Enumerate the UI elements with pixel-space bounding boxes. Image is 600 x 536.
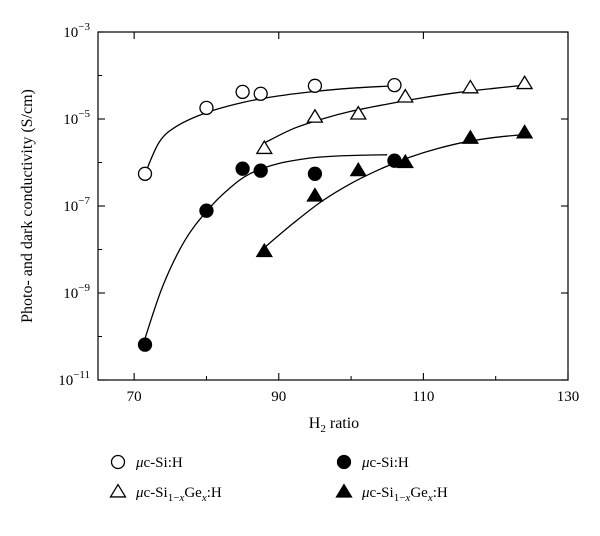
data-point-filled-circle-3 [253, 163, 268, 178]
data-point-open-triangle-4 [461, 79, 480, 94]
data-point-open-circle-2 [235, 84, 250, 100]
legend-label-open-triangle: μc-Si1−xGex:H [135, 485, 222, 504]
data-point-open-circle-3 [253, 86, 268, 101]
legend-label-filled-triangle: μc-Si1−xGex:H [361, 485, 448, 504]
legend-marker-open-circle [110, 454, 126, 470]
legend-label-filled-circle: μc-Si:H [361, 455, 409, 471]
data-point-open-circle-1 [199, 100, 214, 116]
fit-curve-open-triangle [264, 84, 525, 144]
data-point-open-circle-5 [387, 78, 402, 93]
data-point-filled-triangle-0 [255, 242, 273, 258]
y-tick-label-1: 10−9 [63, 282, 90, 302]
data-point-open-triangle-5 [515, 74, 534, 90]
x-axis-title: H2 ratio [309, 415, 359, 435]
y-axis-title: Photo- and dark conductivity (S/cm) [19, 89, 36, 323]
data-point-filled-circle-0 [137, 337, 153, 352]
legend-label-open-circle: μc-Si:H [135, 455, 183, 471]
data-point-open-triangle-2 [349, 105, 367, 120]
y-tick-label-0: 10−11 [58, 369, 90, 389]
plot-frame [97, 31, 569, 381]
legend-marker-filled-triangle [335, 483, 353, 498]
fit-curve-open-circle [144, 85, 395, 175]
data-point-open-triangle-1 [306, 108, 324, 123]
x-tick-label-1: 90 [271, 389, 286, 405]
axis-ticks: 70 90 110 130 10−11 10−9 10−7 10−5 10−3 [58, 21, 579, 405]
data-point-filled-triangle-3 [396, 153, 414, 169]
data-point-filled-circle-1 [199, 203, 214, 218]
fit-curve-filled-circle [144, 154, 388, 339]
legend: μc-Si:H μc-Si1−xGex:H μc-Si:H μc-Si1−xGex:H [109, 454, 448, 504]
data-point-filled-circle-5 [387, 153, 402, 168]
fit-curve-filled-triangle [263, 133, 525, 249]
x-tick-label-0: 70 [127, 389, 142, 405]
x-tick-label-2: 110 [412, 389, 434, 405]
y-tick-label-2: 10−7 [63, 195, 90, 215]
y-tick-label-4: 10−3 [63, 21, 90, 41]
data-points [137, 74, 534, 352]
data-point-filled-triangle-4 [461, 129, 480, 144]
data-point-open-triangle-0 [255, 139, 273, 155]
x-tick-label-3: 130 [557, 389, 580, 405]
data-point-open-circle-0 [137, 166, 153, 181]
data-point-filled-circle-2 [235, 161, 250, 176]
data-point-filled-triangle-2 [349, 161, 367, 177]
legend-marker-filled-circle [336, 454, 352, 470]
data-point-filled-triangle-5 [515, 124, 534, 139]
data-point-filled-circle-4 [307, 166, 323, 181]
y-tick-label-3: 10−5 [63, 108, 90, 128]
data-point-filled-triangle-1 [306, 187, 324, 202]
data-point-open-triangle-3 [396, 88, 414, 103]
legend-marker-open-triangle [109, 483, 127, 498]
data-point-open-circle-4 [307, 78, 323, 93]
